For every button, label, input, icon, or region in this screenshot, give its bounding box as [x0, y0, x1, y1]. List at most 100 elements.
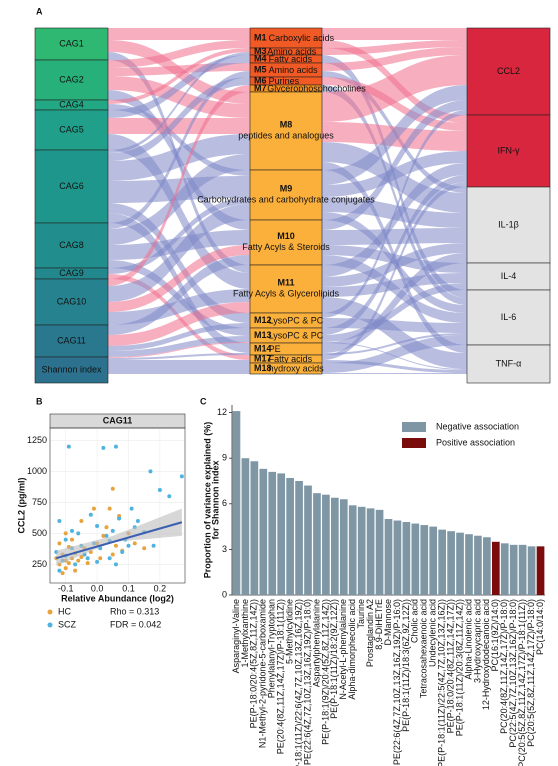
flow: [108, 134, 250, 181]
y-axis-title: Proportion of variance explained (%): [202, 422, 212, 579]
bar: [518, 544, 527, 595]
x-tick-label: PC(20:4(8Z,11Z,14Z,17Z)/P-18:0): [499, 599, 509, 734]
x-tick-label: PE(P-18:0/20:4(8Z,11Z,14Z,17Z)): [445, 599, 455, 733]
node-label: M9: [280, 183, 293, 193]
flow: [108, 40, 250, 68]
flow: [108, 274, 250, 360]
point: [57, 519, 62, 523]
point: [95, 523, 100, 528]
bar: [322, 494, 330, 595]
bar: [447, 531, 455, 595]
node-desc: Fatty Acyls & Glycerolipids: [233, 288, 340, 298]
point: [104, 525, 109, 530]
flow: [322, 182, 467, 360]
point: [101, 533, 106, 538]
y-tick-label: 6: [222, 498, 227, 508]
flow: [108, 85, 250, 286]
bar: [366, 508, 375, 595]
x-tick-label: D-Mannose: [383, 599, 393, 646]
x-tick-label: Alpha-dimorphecolic acid: [347, 599, 357, 700]
x-tick-label: Taurine: [356, 599, 366, 629]
point: [113, 543, 118, 548]
point: [66, 561, 71, 566]
panel-label: C: [200, 396, 207, 406]
x-tick-label: PC(20:5(5Z,8Z,11Z,14Z,17Z)/P-18:1(11Z)): [517, 599, 527, 766]
point: [79, 554, 84, 559]
x-tick-label: PE(P-18:1(11Z)/22:6(4Z,7Z,10Z,13Z,16Z,19…: [293, 599, 303, 766]
node-label: M4: [254, 53, 267, 63]
point: [126, 543, 131, 548]
x-tick-label: 8,9-DiHETrE: [374, 599, 384, 650]
point: [95, 559, 100, 564]
node-label: M1: [254, 32, 267, 42]
point: [85, 556, 90, 561]
bar: [536, 546, 545, 595]
x-tick-label: 1-Methylxanthine: [240, 599, 250, 668]
flow: [322, 40, 467, 55]
point: [148, 469, 153, 474]
legend-swatch: [402, 438, 426, 448]
node: [249, 362, 323, 375]
bar: [527, 546, 536, 595]
flow: [322, 77, 467, 131]
x-tick-label: 0.1: [122, 583, 135, 593]
flow: [108, 302, 250, 346]
bar: [339, 499, 348, 595]
node-label: M13: [254, 330, 272, 340]
point: [132, 541, 137, 546]
x-tick-label: 3-Hydroxycapric acid: [472, 599, 482, 683]
bar: [420, 525, 429, 595]
x-tick-label: PE(P-18:1(11Z)/20:3(8Z,11Z,14Z)): [454, 599, 464, 736]
bar: [438, 529, 447, 595]
node-desc: Fatty Acyls & Steroids: [242, 242, 330, 252]
point: [79, 519, 84, 523]
point: [142, 546, 147, 551]
node: [466, 114, 551, 188]
point: [110, 552, 115, 557]
point: [151, 543, 156, 548]
y-tick-label: 250: [32, 559, 47, 569]
flow: [108, 342, 250, 358]
trend-line: [56, 521, 183, 560]
flow: [322, 273, 467, 297]
node-desc: peptides and analogues: [238, 130, 334, 140]
bar: [384, 519, 393, 595]
point: [63, 566, 68, 571]
flow: [108, 204, 250, 302]
x-tick-label: 5-Methylcytidine: [285, 599, 295, 664]
node: [249, 91, 323, 171]
annotation: Rho = 0.313: [110, 606, 159, 616]
flow: [108, 255, 250, 335]
x-tick-label: PE(P-18:1(11Z)/22:5(4Z,7Z,10Z,13Z,16Z)): [437, 599, 447, 766]
flow: [322, 283, 467, 342]
flow: [108, 118, 250, 134]
x-tick-label: PE(20:4(8Z,11Z,14Z,17Z)/P-18:1(11Z)): [276, 599, 286, 754]
point: [85, 561, 90, 566]
node: [249, 264, 323, 314]
point: [110, 528, 115, 533]
x-tick-label: PC(14:0/14:0): [535, 599, 545, 655]
flow: [322, 55, 467, 122]
point: [101, 445, 106, 450]
point: [76, 531, 81, 536]
node: [34, 278, 109, 326]
node-desc: Amino acids: [267, 46, 317, 56]
point: [69, 528, 74, 533]
node-label: Shannon index: [41, 364, 102, 374]
flow: [108, 353, 250, 360]
point: [76, 558, 81, 563]
legend-marker: [47, 622, 53, 628]
flow: [108, 154, 250, 245]
x-tick-label: Phenylalanyl-Tryptophan: [267, 599, 277, 698]
flow: [322, 163, 467, 277]
node: [34, 149, 109, 224]
node-label: M7: [254, 83, 267, 93]
node-label: M12: [254, 315, 272, 325]
node-label: M18: [254, 363, 272, 373]
point: [167, 494, 172, 499]
flow: [322, 85, 467, 185]
panel-label: A: [36, 6, 43, 16]
bar: [456, 532, 464, 595]
point: [63, 537, 68, 542]
flow: [108, 336, 250, 357]
